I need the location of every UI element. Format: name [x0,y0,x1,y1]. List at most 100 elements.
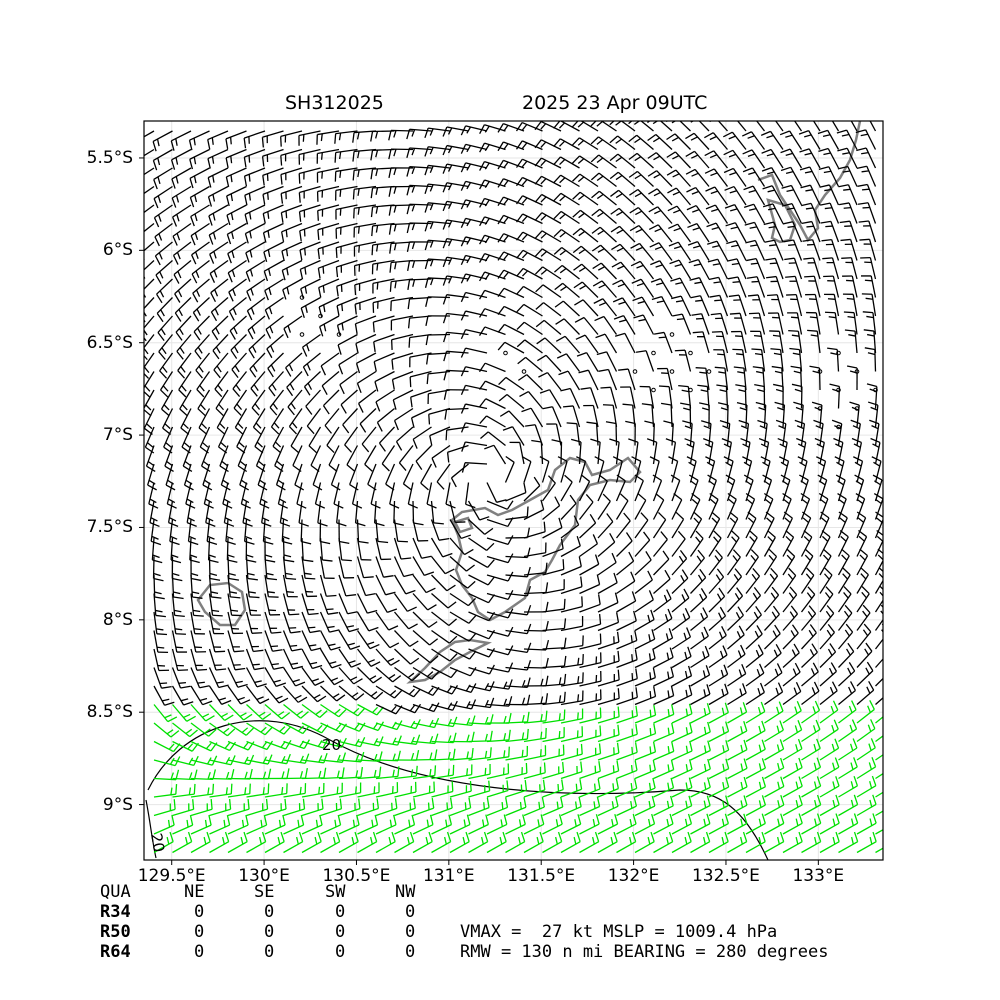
wind-barb [854,474,865,502]
wind-barb [804,275,821,298]
wind-barb [227,574,241,599]
wind-barb [442,126,469,137]
wind-barb [724,185,747,206]
wind-barb [254,426,266,454]
wind-barb [394,611,418,630]
wind-barb [872,474,883,502]
wind-barb [574,299,599,317]
wind-barb [560,494,577,520]
wind-barb [819,605,835,631]
wind-barb [597,796,619,817]
wind-barb [263,241,284,262]
wind-barb [264,814,286,835]
wind-barb [523,562,548,576]
wind-barb [211,315,229,341]
wind-barb [837,530,849,557]
wind-barb [152,556,164,582]
wind-barb [486,763,510,780]
wind-barb [375,735,402,746]
wind-barb [301,782,325,798]
wind-barb [424,146,451,157]
wind-barb [338,782,362,798]
wind-barb [428,407,451,425]
wind-barb [301,593,319,616]
wind-barb [671,740,693,761]
wind-barb [553,138,580,151]
wind-barb [505,694,531,706]
wind-barb [283,703,309,719]
wind-barb [629,206,654,224]
wind-barb [172,799,195,817]
wind-barb [560,796,582,817]
wind-barb [818,492,829,520]
wind-barb [653,608,673,632]
wind-barb [671,646,692,669]
wind-barb [560,672,584,687]
wind-barb [782,548,796,576]
wind-barb [653,331,673,354]
wind-barb [856,586,870,613]
wind-barb [449,797,472,817]
wind-barb [410,407,432,428]
wind-barb [431,444,451,468]
wind-barb [334,167,358,182]
wind-barb [708,795,730,817]
lon-tick-label: 132°E [607,866,660,886]
wind-barb [190,574,203,599]
wind-barb [412,574,436,594]
wind-barb [460,273,488,284]
wind-barb [651,295,673,317]
wind-barb [837,548,850,576]
wind-barb [468,537,495,551]
wind-barb [844,329,858,354]
wind-barb [764,624,781,650]
wind-barb [597,760,620,780]
wind-barb [144,426,155,454]
wind-barb [667,205,692,224]
wind-barb [579,778,601,798]
wind-barb [570,438,582,465]
wind-barb [801,662,819,687]
wind-barb [497,159,525,170]
wind-barb [153,593,166,618]
wind-barb [468,697,495,709]
axis-tick-marks [139,157,819,865]
wind-barb [431,685,459,695]
wind-barb [829,383,841,409]
wind-barb [431,629,458,644]
wind-barb [838,738,858,761]
wind-barb [460,291,488,303]
wind-barb [280,222,303,242]
wind-barb [301,333,321,357]
wind-barb [708,511,721,539]
wind-barb [356,537,372,561]
wind-barb [742,456,753,483]
wind-barb [301,630,322,652]
wind-barb [616,724,638,743]
wind-barb [856,623,872,650]
wind-barb [330,463,341,491]
wind-barb [227,814,249,835]
wind-barb [460,143,488,154]
wind-barb [647,134,673,150]
wind-barb [806,311,821,335]
wind-barb [628,152,654,169]
wind-barb [372,296,395,313]
wind-barb [245,611,263,634]
wind-barb [357,782,380,798]
wind-barb [757,419,768,446]
wind-barb [227,685,251,705]
wind-barb [708,568,725,594]
wind-barb [160,371,174,398]
wind-barb [301,574,318,598]
lon-tick-label: 131°E [422,866,475,886]
wind-barb [671,550,688,576]
wind-barb [649,242,673,261]
table-cell: 0 [264,942,275,962]
wind-barb [468,555,495,568]
wind-barb [479,142,506,153]
wind-barb [764,586,780,613]
wind-barb [349,463,359,491]
wind-barb [616,742,638,761]
wind-barb [227,754,255,766]
